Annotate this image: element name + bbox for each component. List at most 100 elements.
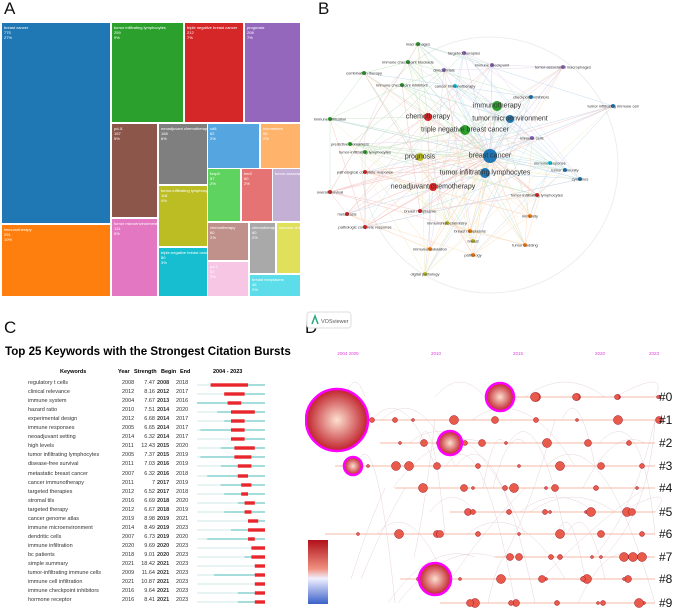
cluster-node [418,483,428,493]
cluster-node [460,484,468,492]
column-header: 2004 - 2023 [213,369,243,375]
end-cell: 2023 [176,570,189,577]
treemap-pct: 2% [210,181,216,186]
strength-cell: 7 [151,479,155,486]
cluster-node [575,418,579,422]
strength-cell: 8.41 [144,597,155,604]
treemap-label: triple-negative breast cancer [161,250,207,255]
cluster-node [398,441,402,445]
treemap-cell: chemotherapy 60 2% [250,223,275,273]
begin-cell: 2014 [157,434,170,441]
burst-bar [231,437,245,441]
treemap-pct: 9% [114,35,120,40]
treemap-label: neoadjuvant chemotherapy [161,126,207,131]
treemap-label: pd-l1 [114,126,123,131]
treemap-count: 157 [114,131,121,136]
end-cell: 2017 [176,416,189,423]
end-cell: 2018 [176,488,189,495]
node-dot [471,253,475,257]
begin-cell: 2021 [157,561,170,567]
network-node: metastasis [337,212,356,217]
timeline-chart: 2004 2005 2010 2015 2020 2023 #0 #1 #2 #3 #4 #5 #6 #… [305,351,673,610]
year-cell: 2011 [122,443,134,450]
year-cell: 2007 [122,470,135,477]
cluster-node [555,461,565,471]
begin-cell: 2021 [157,570,170,577]
cluster-node [502,485,508,491]
year-cell: 2011 [122,479,134,486]
cluster-label: #0 [659,390,673,404]
begin-cell: 2016 [157,470,170,477]
table-row: simple summary 2021 18.42 2021 2023 [0,561,300,570]
node-dot [506,115,514,123]
table-row: disease-free survival 2011 7.03 2016 2019 [0,461,300,470]
cluster-node [590,555,594,559]
treemap-cell: tumor-associated macrophages [273,169,300,221]
network-node: breast [467,239,479,244]
column-header: Keywords [60,369,87,375]
cluster-node [449,415,459,425]
cluster-label: #6 [659,527,673,541]
keyword-cell: immune system [28,398,67,405]
strength-cell: 9.01 [144,551,155,558]
treemap-label: immune checkpoint [279,225,300,230]
keyword-cell: experimental design [28,416,78,423]
cluster-node [655,416,663,424]
network-node: immune cells [520,136,543,141]
keyword-cell: immune checkpoint inhibitors [28,588,99,595]
node-label: metastasis [337,212,356,217]
treemap-count: 58 [263,131,268,136]
treemap-count: 80 [161,255,166,260]
cluster-node [580,576,586,582]
treemap-label: biomarkers [263,126,283,131]
node-label: overall survival [317,190,344,195]
highlight-node [484,381,516,413]
begin-cell: 2014 [157,407,170,414]
node-dot [328,190,332,194]
treemap-cell: tumor-infiltrating lymphocytes1184% [159,186,207,246]
cluster-node [391,461,401,471]
cluster-node [596,601,600,605]
year-cell: 2021 [122,579,135,586]
table-row: tumor infiltrating lymphocytes 2005 7.37 20… [0,452,300,461]
strength-cell: 8.49 [144,524,155,531]
strength-cell: 6.73 [144,533,155,540]
strength-cell: 6.32 [144,434,155,441]
cluster-node [515,553,523,561]
node-dot [442,68,446,72]
node-label: immune infiltration [314,117,346,122]
strength-cell: 9.69 [144,542,155,549]
treemap-cell: breast neoplasms 46 2% [250,275,300,296]
network-node: immunotherapy [473,101,522,111]
keyword-cell: cancer immunotherapy [28,479,84,486]
treemap-count: 212 [187,30,194,35]
cluster-node [433,462,441,470]
network-node: cancer immunotherapy [435,84,476,89]
table-row: immune responses 2005 6.65 2014 2017 [0,425,300,434]
strength-cell: 7.03 [144,461,155,468]
node-label: digital pathology [411,272,440,277]
year-tick: 2015 [513,351,524,356]
cluster-node [593,485,599,491]
highlight-node [342,455,364,477]
begin-cell: 2014 [157,416,170,423]
network-node: overall survival [317,190,344,195]
vosviewer-badge: VOSviewer [306,311,352,329]
treemap-pct: 2% [210,235,216,240]
burst-bar [244,500,255,505]
begin-cell: 2015 [157,443,170,450]
node-label: clinical trials [433,68,455,73]
end-cell: 2020 [176,407,189,414]
table-row: regulatory t cells 2008 7.47 2008 2018 [0,380,300,389]
burst-bar [224,392,245,396]
treemap-label: tumor infiltrating lymphocytes [114,25,166,30]
burst-bar [231,428,245,432]
year-cell: 2007 [122,533,135,540]
treemap-label: immunotherapy [4,227,32,232]
year-cell: 2019 [122,515,135,522]
network-node: predictive biomarkers [331,142,369,147]
cluster-label: #9 [659,596,673,610]
keyword-cell: hormone receptor [28,597,72,604]
network-node: prognosis [405,153,436,161]
node-dot [400,83,404,87]
